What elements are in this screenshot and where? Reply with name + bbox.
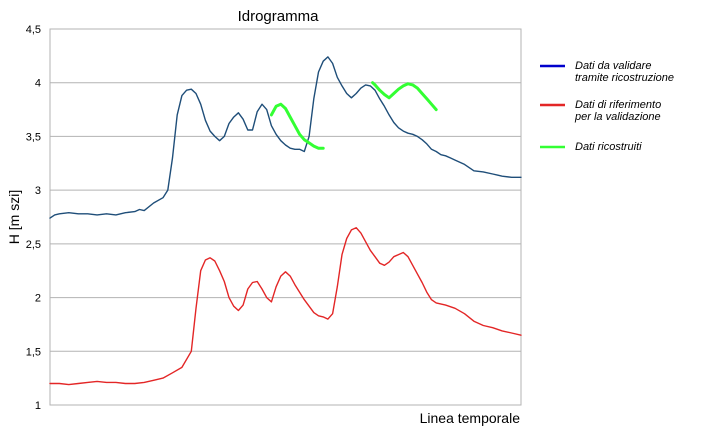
- y-tick-label: 2,5: [26, 239, 41, 251]
- legend-label: Dati da validare: [575, 60, 651, 72]
- x-axis-label: Linea temporale: [420, 410, 521, 426]
- legend-label: Dati ricostruiti: [575, 141, 642, 153]
- y-tick-label: 1: [35, 400, 41, 412]
- plot-area: [49, 28, 522, 406]
- y-tick-label: 3,5: [26, 131, 41, 143]
- y-axis-ticks: 1 1,5 2 2,5 3 3,5 4 4,5: [26, 24, 41, 412]
- legend-label: per la validazione: [574, 111, 661, 123]
- series-lines: [49, 56, 522, 386]
- grid-lines: [50, 82, 521, 352]
- series-line-reconstructed: [269, 102, 325, 150]
- y-tick-label: 1,5: [26, 346, 41, 358]
- y-tick-label: 2: [35, 293, 41, 305]
- series-line-reconstructed: [371, 81, 438, 112]
- y-axis-label: H [m szi]: [6, 190, 22, 244]
- series-line-reference: [49, 227, 522, 386]
- legend-label: Dati di riferimento: [575, 99, 661, 111]
- legend-label: tramite ricostruzione: [575, 72, 674, 84]
- y-tick-label: 4: [35, 78, 41, 90]
- chart-title: Idrogramma: [238, 8, 320, 25]
- y-tick-label: 3: [35, 185, 41, 197]
- series-line-validate: [49, 56, 522, 219]
- y-tick-label: 4,5: [26, 24, 41, 36]
